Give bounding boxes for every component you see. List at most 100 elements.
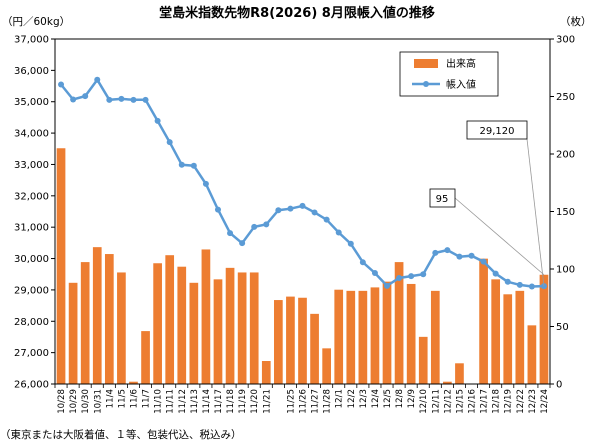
volume-bar <box>117 272 126 384</box>
price-point <box>335 229 342 236</box>
x-tick-label: 11/4 <box>105 389 115 408</box>
y-left-tick-label: 30,000 <box>14 254 49 265</box>
x-tick-label: 12/11 <box>431 389 441 414</box>
price-point <box>528 283 535 290</box>
y-left-tick-label: 27,000 <box>14 348 49 359</box>
price-point <box>58 81 65 88</box>
x-tick-label: 12/16 <box>468 389 478 414</box>
price-point <box>263 221 270 228</box>
price-point <box>371 269 378 276</box>
x-tick-label: 12/2 <box>347 389 357 408</box>
price-point <box>396 274 403 281</box>
y-left-tick-label: 35,000 <box>14 97 49 108</box>
x-tick-label: 12/23 <box>528 389 538 414</box>
x-tick-label: 11/28 <box>323 389 333 414</box>
price-point <box>468 252 475 259</box>
price-point <box>154 117 161 124</box>
y-right-tick-label: 100 <box>556 265 575 276</box>
price-point <box>202 180 209 187</box>
volume-bar <box>56 148 66 384</box>
price-point <box>166 139 173 146</box>
x-tick-label: 12/1 <box>335 389 345 408</box>
volume-bar <box>455 363 464 384</box>
legend-label-volume: 出来高 <box>446 57 476 70</box>
y-left-tick-label: 33,000 <box>14 160 49 171</box>
volume-bar <box>177 266 187 384</box>
volume-bar <box>346 290 356 384</box>
callout-label-volume: 95 <box>436 194 449 205</box>
volume-bar <box>370 287 380 384</box>
legend-label-price: 帳入値 <box>446 78 476 91</box>
volume-bar <box>527 325 537 384</box>
y-left-tick-label: 31,000 <box>14 223 49 234</box>
x-tick-label: 10/30 <box>81 389 91 414</box>
price-point <box>456 253 463 260</box>
x-tick-label: 12/19 <box>504 389 514 414</box>
x-tick-label: 11/12 <box>178 389 188 414</box>
x-tick-label: 12/9 <box>407 389 417 408</box>
y-right-tick-label: 50 <box>556 322 569 333</box>
x-tick-label: 11/17 <box>214 389 224 414</box>
price-line <box>58 76 547 290</box>
callout-line-price <box>526 138 545 287</box>
x-tick-label: 11/5 <box>117 389 127 408</box>
volume-bar <box>104 254 114 384</box>
callout-label-price: 29,120 <box>480 126 515 137</box>
price-point <box>432 249 439 256</box>
price-point <box>70 96 77 103</box>
y-left-axis: 26,000 27,000 28,000 29,000 30,000 31,000 32,0… <box>14 35 55 391</box>
price-point <box>299 202 306 209</box>
x-tick-label: 10/31 <box>93 389 103 414</box>
price-point <box>190 162 197 169</box>
volume-bars <box>56 148 549 384</box>
price-point <box>251 223 258 230</box>
price-point <box>275 207 282 214</box>
callout-box-volume <box>429 188 456 208</box>
y-right-tick-label: 300 <box>556 35 575 46</box>
volume-bar <box>539 274 549 384</box>
x-tick-label: 12/17 <box>480 389 490 414</box>
y-left-tick-label: 36,000 <box>14 66 49 77</box>
x-tick-label: 12/24 <box>540 389 550 414</box>
x-tick-label: 11/21 <box>262 389 272 414</box>
volume-bar <box>141 331 150 384</box>
volume-bar <box>274 300 283 384</box>
callout-box-price <box>466 120 528 140</box>
volume-bar <box>394 262 404 384</box>
price-point <box>492 270 499 277</box>
price-point <box>480 258 487 265</box>
x-tick-label: 10/29 <box>69 389 79 414</box>
legend: 出来高 帳入値 <box>399 51 499 97</box>
price-point <box>384 282 391 289</box>
volume-bar <box>261 361 271 384</box>
y-right-unit: （枚） <box>560 15 592 28</box>
price-point <box>142 96 149 103</box>
price-point <box>323 216 330 223</box>
volume-bar <box>430 290 440 384</box>
y-right-tick-label: 0 <box>556 380 562 391</box>
y-left-tick-label: 34,000 <box>14 129 49 140</box>
volume-bar <box>418 336 428 384</box>
volume-bar <box>129 381 138 384</box>
legend-line-marker <box>423 81 429 87</box>
x-tick-label: 12/4 <box>371 389 381 408</box>
volume-bar <box>201 249 211 384</box>
volume-bar <box>286 296 295 384</box>
x-tick-label: 11/14 <box>202 389 212 414</box>
y-right-tick-label: 150 <box>556 207 575 218</box>
volume-bar <box>334 289 344 384</box>
volume-bar <box>249 272 259 384</box>
volume-bar <box>189 282 199 384</box>
y-left-tick-label: 28,000 <box>14 317 49 328</box>
x-tick-label: 11/10 <box>154 389 164 414</box>
chart-title: 堂島米指数先物R8(2026) 8月限帳入値の推移 <box>159 5 435 21</box>
y-left-tick-label: 26,000 <box>14 380 49 391</box>
volume-bar <box>80 262 90 384</box>
price-point <box>94 76 101 83</box>
y-right-tick-label: 200 <box>556 150 575 161</box>
y-left-tick-label: 37,000 <box>14 35 49 46</box>
price-point <box>359 259 366 266</box>
volume-bar <box>503 294 513 384</box>
volume-bar <box>153 263 162 384</box>
